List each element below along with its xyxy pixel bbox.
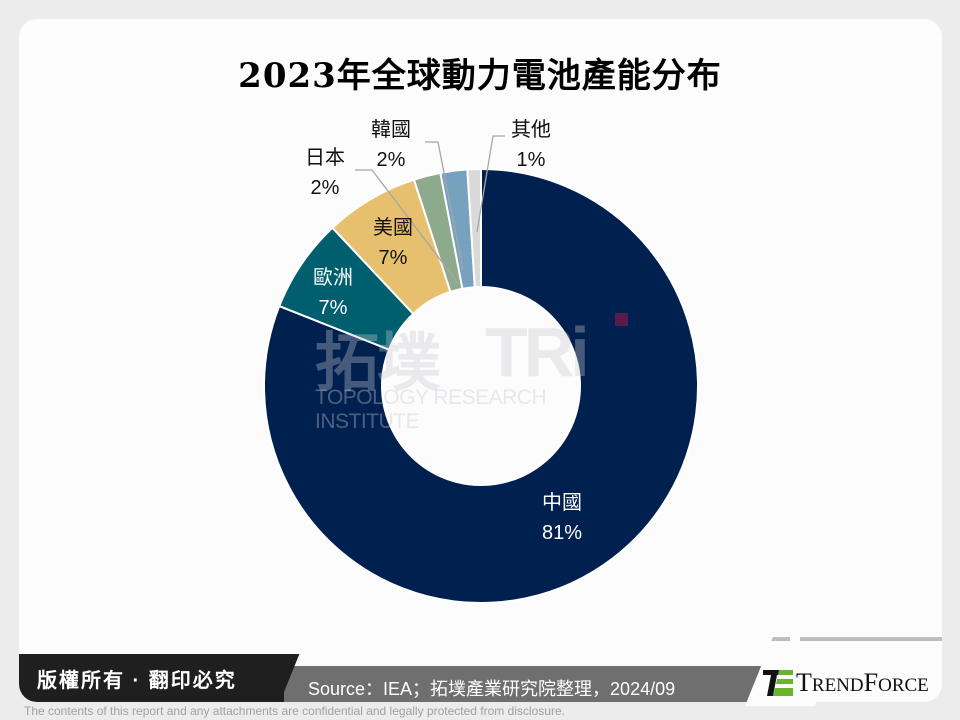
label-europe: 歐洲 7% xyxy=(313,267,353,319)
leader-lines xyxy=(355,135,505,284)
watermark-dot xyxy=(615,313,628,326)
copyright-text: 版權所有 · 翻印必究 xyxy=(37,670,237,692)
label-japan: 日本 2% xyxy=(305,147,345,199)
label-usa: 美國 7% xyxy=(373,217,413,269)
leader-line-japan xyxy=(355,169,459,284)
label-china: 中國 81% xyxy=(542,492,583,544)
trendforce-logo-text: TRENDFORCE xyxy=(796,668,929,697)
label-korea: 韓國 2% xyxy=(371,119,411,171)
disclaimer: The contents of this report and any atta… xyxy=(24,704,565,718)
logo-panel-border xyxy=(800,637,942,641)
slice-中國 xyxy=(263,167,699,604)
logo-panel xyxy=(790,637,942,702)
chart-title: 2023年全球動力電池產能分布 xyxy=(238,56,722,96)
copyright-banner xyxy=(19,654,284,702)
leader-line-korea xyxy=(425,141,464,271)
label-others: 其他 1% xyxy=(511,119,551,171)
leader-line-others xyxy=(476,135,505,233)
slice-其他 xyxy=(466,167,482,289)
trendforce-logo-icon xyxy=(763,670,793,696)
donut-slices xyxy=(263,167,699,604)
source-text: Source：IEA；拓墣產業研究院整理，2024/09 xyxy=(308,679,676,699)
